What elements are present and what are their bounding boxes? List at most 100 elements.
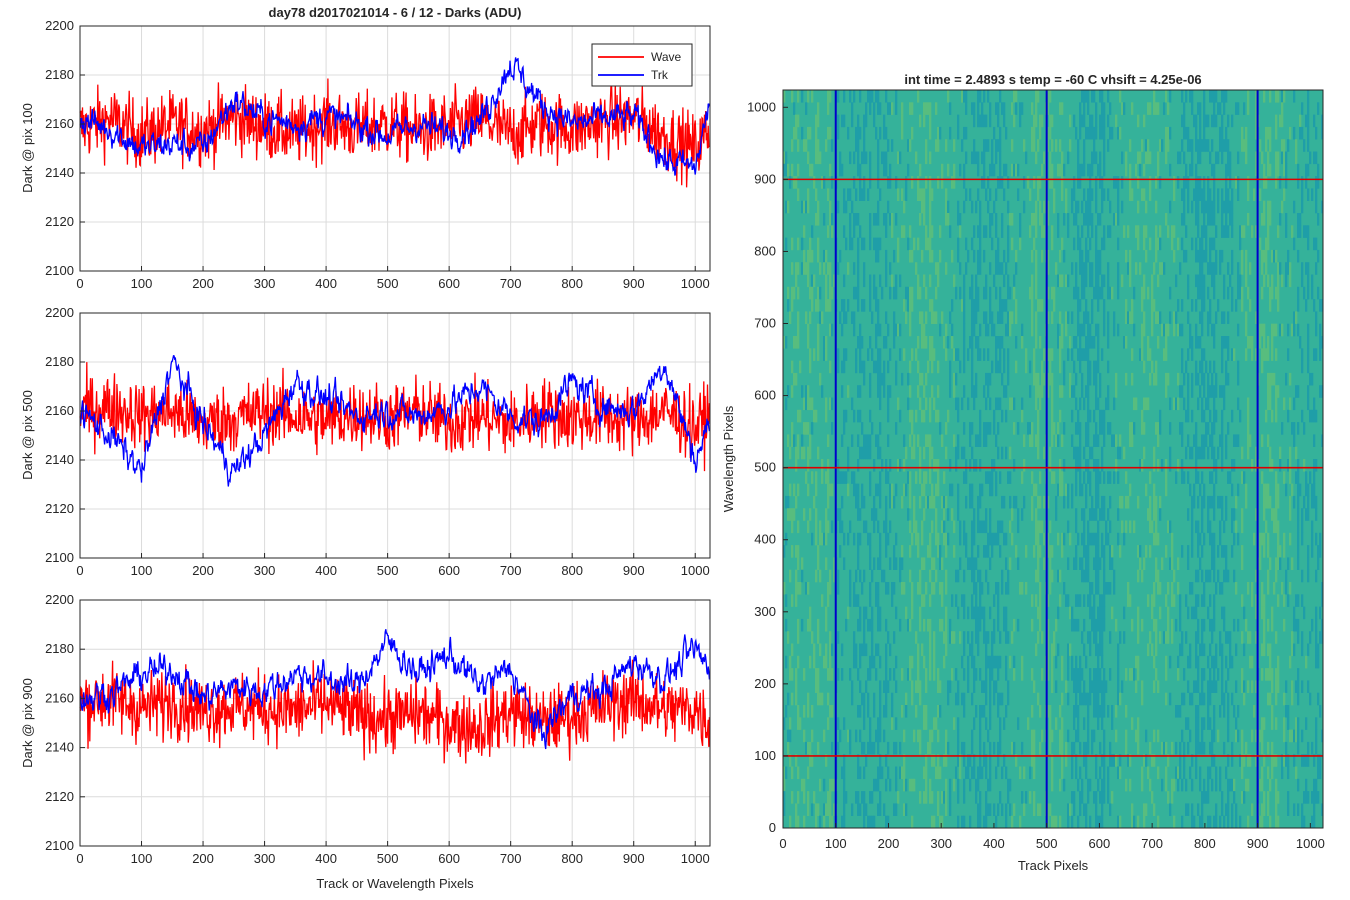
heatmap-cell [1129, 139, 1132, 152]
heatmap-cell [1283, 594, 1286, 607]
heatmap-cell [1213, 557, 1216, 570]
heatmap-cell [1307, 286, 1310, 300]
heatmap-cell [787, 434, 790, 447]
heatmap-cell [1199, 446, 1202, 460]
heatmap-cell [877, 176, 880, 189]
heatmap-cell [889, 778, 892, 792]
heatmap-cell [933, 495, 936, 509]
heatmap-cell [1085, 803, 1088, 816]
heatmap-cell [827, 803, 830, 816]
heatmap-cell [1255, 114, 1258, 128]
heatmap-cell [1037, 545, 1040, 558]
heatmap-cell [1137, 237, 1140, 251]
heatmap-cell [1061, 729, 1064, 743]
heatmap-cell [1005, 655, 1008, 669]
heatmap-cell [1073, 741, 1076, 755]
heatmap-cell [969, 557, 972, 570]
heatmap-cell [1097, 705, 1100, 718]
heatmap-cell [1081, 532, 1084, 546]
heatmap-cell [1019, 766, 1022, 780]
heatmap-cell [1207, 200, 1210, 214]
heatmap-cell [925, 705, 928, 718]
heatmap-cell [815, 532, 818, 546]
heatmap-cell [1013, 90, 1016, 103]
heatmap-cell [961, 655, 964, 669]
heatmap-cell [1317, 286, 1320, 300]
heatmap-cell [815, 815, 818, 829]
heatmap-cell [845, 311, 848, 324]
heatmap-cell [1225, 163, 1228, 177]
heatmap-cell [827, 90, 830, 103]
heatmap-cell [1315, 778, 1318, 792]
heatmap-cell [805, 102, 808, 115]
heatmap-cell [863, 360, 866, 374]
heatmap-cell [1229, 471, 1232, 484]
heatmap-cell [1207, 139, 1210, 152]
heatmap-cell [795, 495, 798, 509]
heatmap-cell [1077, 594, 1080, 607]
heatmap-cell [933, 397, 936, 411]
x-tick-label: 300 [254, 851, 276, 866]
heatmap-cell [1209, 815, 1212, 829]
heatmap-cell [1117, 815, 1120, 829]
heatmap-cell [789, 311, 792, 324]
heatmap-cell [917, 286, 920, 300]
heatmap-cell [1093, 360, 1096, 374]
heatmap-cell [1171, 582, 1174, 595]
heatmap-cell [1131, 299, 1134, 312]
heatmap-cell [1271, 618, 1274, 632]
heatmap-cell [1075, 372, 1078, 386]
heatmap-cell [1183, 766, 1186, 780]
heatmap-cell [813, 176, 816, 189]
heatmap-cell [873, 360, 876, 374]
heatmap-cell [1169, 90, 1172, 103]
heatmap-cell [985, 397, 988, 411]
heatmap-cell [857, 532, 860, 546]
heatmap-cell [1297, 532, 1300, 546]
heatmap-cell [881, 459, 884, 472]
heatmap-cell [831, 778, 834, 792]
heatmap-cell [1221, 151, 1224, 165]
heatmap-cell [963, 163, 966, 177]
heatmap-cell [1067, 803, 1070, 816]
heatmap-cell [981, 705, 984, 718]
heatmap-cell [885, 311, 888, 324]
heatmap-cell [953, 372, 956, 386]
heatmap-cell [1097, 520, 1100, 534]
heatmap-cell [1289, 372, 1292, 386]
heatmap-cell [933, 348, 936, 361]
heatmap-cell [1077, 311, 1080, 324]
heatmap-cell [1097, 299, 1100, 312]
heatmap-cell [1193, 114, 1196, 128]
heatmap-cell [1199, 274, 1202, 288]
heatmap-cell [1047, 643, 1050, 657]
heatmap-cell [931, 249, 934, 263]
heatmap-cell [1191, 778, 1194, 792]
heatmap-cell [993, 532, 996, 546]
heatmap-cell [1201, 594, 1204, 607]
heatmap-cell [1009, 495, 1012, 509]
heatmap-cell [1009, 520, 1012, 534]
heatmap-cell [1275, 569, 1278, 583]
heatmap-cell [1311, 483, 1314, 497]
heatmap-cell [895, 323, 898, 337]
heatmap-cell [899, 323, 902, 337]
heatmap-cell [925, 434, 928, 447]
heatmap-cell [1103, 323, 1106, 337]
heatmap-cell [1317, 545, 1320, 558]
heatmap-cell [1077, 139, 1080, 152]
heatmap-cell [1035, 323, 1038, 337]
heatmap-cell [1183, 114, 1186, 128]
heatmap-cell [979, 262, 982, 275]
heatmap-cell [1087, 360, 1090, 374]
heatmap-cell [965, 495, 968, 509]
heatmap-cell [933, 459, 936, 472]
heatmap-cell [863, 741, 866, 755]
heatmap-cell [839, 151, 842, 165]
heatmap-cell [1207, 508, 1210, 521]
heatmap-cell [1203, 717, 1206, 730]
heatmap-cell [979, 705, 982, 718]
heatmap-cell [1273, 520, 1276, 534]
heatmap-cell [1033, 680, 1036, 693]
heatmap-cell [975, 618, 978, 632]
